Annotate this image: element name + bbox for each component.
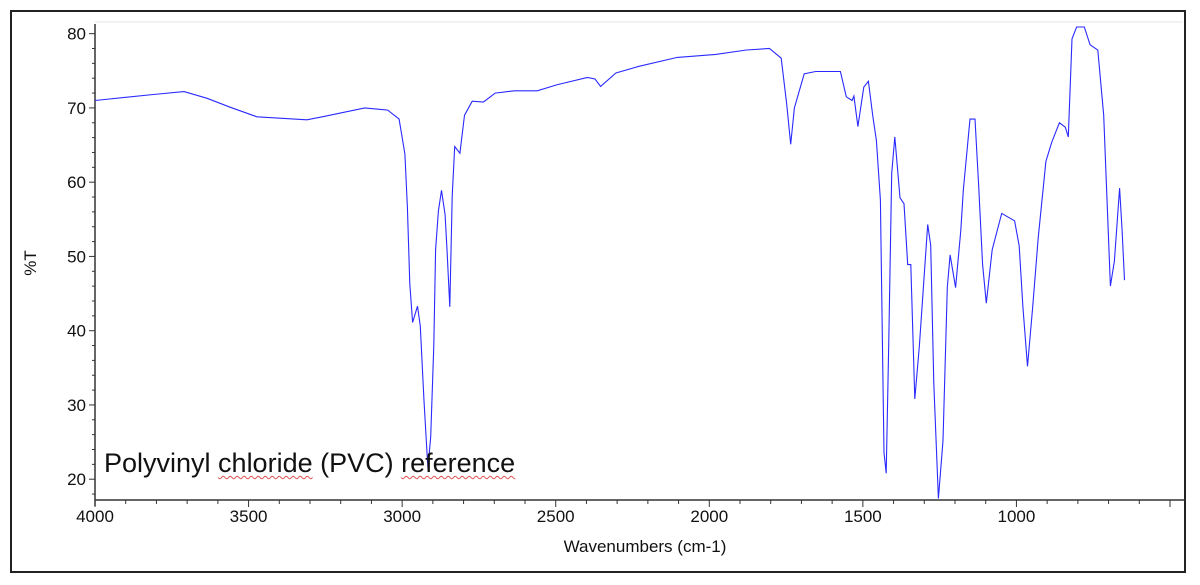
annotation-part-misspelled: chloride: [218, 448, 313, 478]
annotation-part: (PVC): [312, 448, 402, 478]
y-tick-label: 30: [67, 396, 86, 415]
x-tick-label: 2500: [537, 507, 575, 526]
y-tick-label: 60: [67, 173, 86, 192]
y-tick-label: 20: [67, 470, 86, 489]
x-tick-label: 4000: [76, 507, 114, 526]
annotation-part: Polyvinyl: [104, 448, 219, 478]
y-axis-label: %T: [21, 250, 40, 276]
chart-frame: [10, 10, 1186, 573]
x-tick-label: 1500: [844, 507, 882, 526]
x-tick-label: 3500: [230, 507, 268, 526]
x-axis-label: Wavenumbers (cm-1): [564, 537, 727, 556]
x-tick-label: 3000: [383, 507, 421, 526]
y-axis: 20 30 40 50 60 70 80: [67, 24, 96, 506]
x-tick-label: 2000: [690, 507, 728, 526]
y-tick-label: 40: [67, 322, 86, 341]
y-tick-label: 70: [67, 99, 86, 118]
x-axis: 4000 3500 3000 2500 2000 1500 1000: [76, 499, 1185, 526]
spectrum-annotation: Polyvinyl chloride (PVC) reference: [104, 448, 515, 479]
y-tick-label: 80: [67, 25, 86, 44]
spectrum-line: [94, 26, 1126, 499]
y-tick-label: 50: [67, 247, 86, 266]
x-tick-label: 1000: [998, 507, 1036, 526]
annotation-part-misspelled: reference: [401, 448, 516, 478]
